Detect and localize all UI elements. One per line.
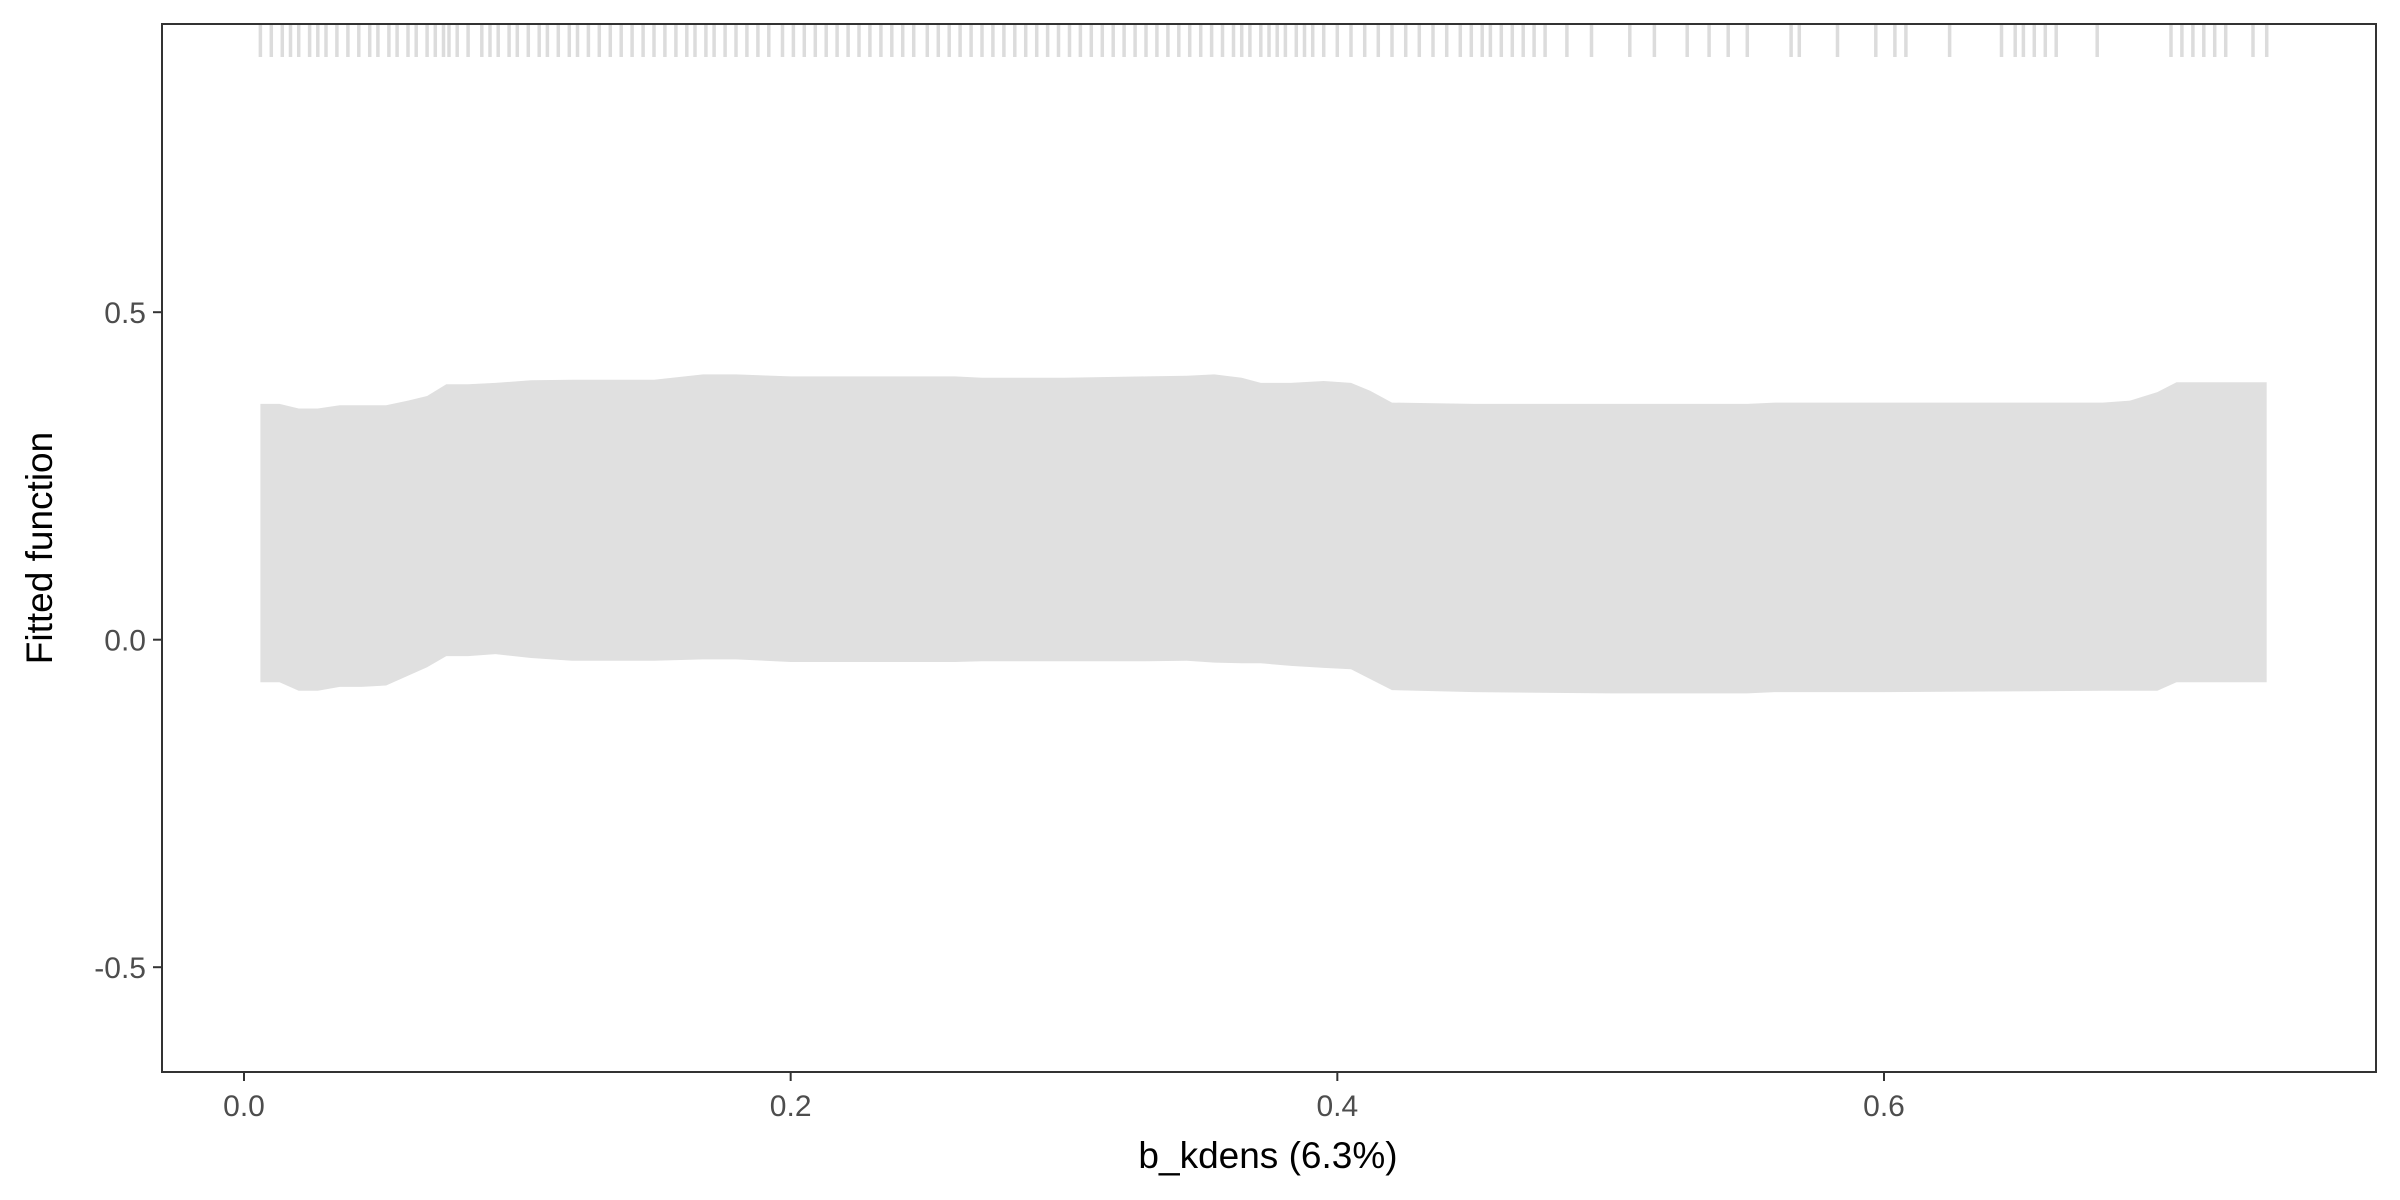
x-tick-label: 0.2	[770, 1090, 812, 1123]
y-axis-title: Fitted function	[19, 432, 60, 664]
x-tick-label: 0.0	[223, 1090, 265, 1123]
plot-panel-border	[161, 23, 2377, 1073]
x-axis-title: b_kdens (6.3%)	[1138, 1135, 1397, 1176]
y-tick-label: 0.0	[104, 625, 146, 658]
x-tick-label: 0.4	[1316, 1090, 1358, 1123]
x-tick-label: 0.6	[1863, 1090, 1905, 1123]
rug-marks	[258, 24, 2269, 57]
y-axis: -0.5 0.0 0.5	[94, 297, 162, 985]
confidence-band	[260, 374, 2267, 694]
y-tick-label: 0.5	[104, 297, 146, 330]
y-tick-label: -0.5	[94, 952, 146, 985]
x-axis: 0.0 0.2 0.4 0.6	[223, 1072, 1905, 1123]
